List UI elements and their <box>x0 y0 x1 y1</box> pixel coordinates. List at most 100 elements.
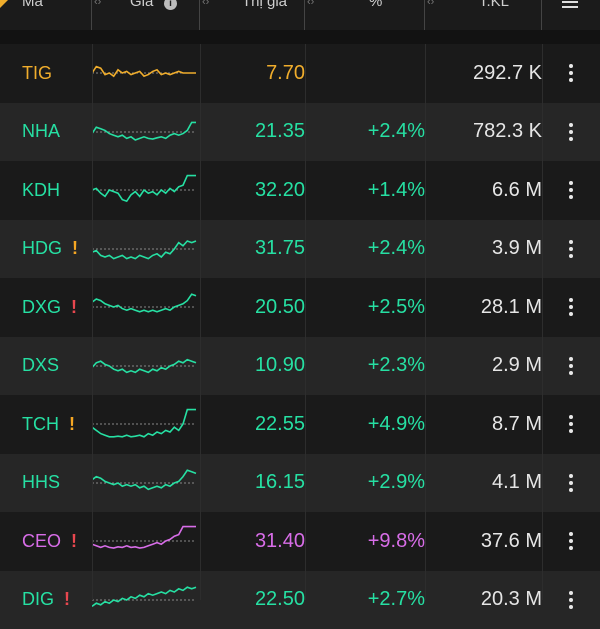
table-row[interactable]: TIG 7.70 292.7 K <box>0 44 600 103</box>
header-pct[interactable]: ‹› % <box>305 0 425 30</box>
row-menu <box>542 474 600 492</box>
hamburger-icon[interactable] <box>562 0 578 8</box>
sparkline-series <box>92 527 196 548</box>
more-vertical-icon[interactable] <box>569 181 573 199</box>
more-vertical-icon[interactable] <box>569 415 573 433</box>
symbol-text: HHS <box>22 472 60 493</box>
cell-symbol: HDG! <box>0 238 92 259</box>
sort-arrows-icon: ‹› <box>307 0 314 8</box>
warning-icon[interactable]: ! <box>71 531 77 552</box>
header-chart-label: Giá <box>130 0 153 10</box>
table-row[interactable]: DXG!20.50+2.5%28.1 M <box>0 278 600 337</box>
cell-volume: 8.7 M <box>425 413 542 436</box>
warning-icon[interactable]: ! <box>72 238 78 259</box>
header-divider <box>0 30 600 44</box>
sparkline-series <box>92 410 196 437</box>
cell-change-pct: +2.9% <box>305 471 425 494</box>
header-symbol[interactable]: Mã <box>0 0 92 30</box>
sparkline-series <box>92 294 196 312</box>
more-vertical-icon[interactable] <box>569 123 573 141</box>
warning-icon[interactable]: ! <box>69 414 75 435</box>
sparkline <box>92 112 200 152</box>
sparkline <box>92 287 200 327</box>
sparkline-series <box>92 470 196 489</box>
column-divider <box>425 44 426 600</box>
more-vertical-icon[interactable] <box>569 357 573 375</box>
more-vertical-icon[interactable] <box>569 64 573 82</box>
column-divider <box>542 44 543 600</box>
cell-price: 21.35 <box>200 120 305 143</box>
header-price-label: Thị giá <box>242 0 287 10</box>
cell-symbol: HHS <box>0 472 92 493</box>
cell-symbol: DXG! <box>0 297 92 318</box>
cell-change-pct: +2.5% <box>305 296 425 319</box>
cell-volume: 6.6 M <box>425 179 542 202</box>
row-menu <box>542 64 600 82</box>
sparkline-series <box>92 241 196 259</box>
symbol-text: TCH <box>22 414 59 435</box>
symbol-text: DXS <box>22 355 59 376</box>
cell-volume: 2.9 M <box>425 354 542 377</box>
cell-symbol: KDH <box>0 180 92 201</box>
cell-price: 7.70 <box>200 62 305 85</box>
symbol-text: NHA <box>22 121 60 142</box>
more-vertical-icon[interactable] <box>569 474 573 492</box>
column-divider <box>200 44 201 600</box>
cell-change-pct: +2.4% <box>305 237 425 260</box>
cell-symbol: NHA <box>0 121 92 142</box>
cell-symbol: CEO! <box>0 531 92 552</box>
table-row[interactable]: HDG!31.75+2.4%3.9 M <box>0 220 600 279</box>
sort-arrows-icon: ‹› <box>94 0 101 8</box>
header-chart[interactable]: ‹› Giá i <box>92 0 200 30</box>
table-row[interactable]: TCH! 22.55+4.9%8.7 M <box>0 395 600 454</box>
table-header: Mã ‹› Giá i ‹› Thị giá ‹› % ‹› T.KL <box>0 0 600 30</box>
row-menu <box>542 415 600 433</box>
sparkline <box>92 404 200 444</box>
row-menu <box>542 123 600 141</box>
sort-indicator-icon <box>0 0 10 8</box>
cell-price: 31.75 <box>200 237 305 260</box>
header-volume[interactable]: ‹› T.KL <box>425 0 542 30</box>
cell-price: 22.55 <box>200 413 305 436</box>
row-menu <box>542 181 600 199</box>
sparkline <box>92 521 200 561</box>
header-symbol-label: Mã <box>22 0 43 10</box>
header-price[interactable]: ‹› Thị giá <box>200 0 305 30</box>
cell-price: 32.20 <box>200 179 305 202</box>
symbol-text: DXG <box>22 297 61 318</box>
more-vertical-icon[interactable] <box>569 240 573 258</box>
cell-change-pct: +4.9% <box>305 413 425 436</box>
sparkline-series <box>92 176 196 202</box>
cell-volume: 292.7 K <box>425 62 542 85</box>
cell-volume: 28.1 M <box>425 296 542 319</box>
more-vertical-icon[interactable] <box>569 532 573 550</box>
cell-volume: 4.1 M <box>425 471 542 494</box>
more-vertical-icon[interactable] <box>569 298 573 316</box>
sort-arrows-icon: ‹› <box>202 0 209 8</box>
table-row[interactable]: NHA 21.35+2.4%782.3 K <box>0 103 600 162</box>
symbol-text: KDH <box>22 180 60 201</box>
sparkline <box>92 53 200 93</box>
table-row[interactable]: CEO!31.40+9.8%37.6 M <box>0 512 600 571</box>
cell-volume: 782.3 K <box>425 120 542 143</box>
info-icon[interactable]: i <box>164 0 177 10</box>
sparkline-series <box>92 587 196 606</box>
cell-symbol: TIG <box>0 63 92 84</box>
row-menu <box>542 357 600 375</box>
sparkline <box>92 463 200 503</box>
row-menu <box>542 240 600 258</box>
symbol-text: TIG <box>22 63 52 84</box>
warning-icon[interactable]: ! <box>71 297 77 318</box>
cell-change-pct: +9.8% <box>305 530 425 553</box>
header-volume-label: T.KL <box>479 0 509 10</box>
cell-change-pct: +2.4% <box>305 120 425 143</box>
table-row[interactable]: HHS 16.15+2.9%4.1 M <box>0 454 600 513</box>
header-menu[interactable] <box>542 0 600 30</box>
row-menu <box>542 532 600 550</box>
cell-symbol: DXS <box>0 355 92 376</box>
cell-volume: 37.6 M <box>425 530 542 553</box>
cell-price: 16.15 <box>200 471 305 494</box>
